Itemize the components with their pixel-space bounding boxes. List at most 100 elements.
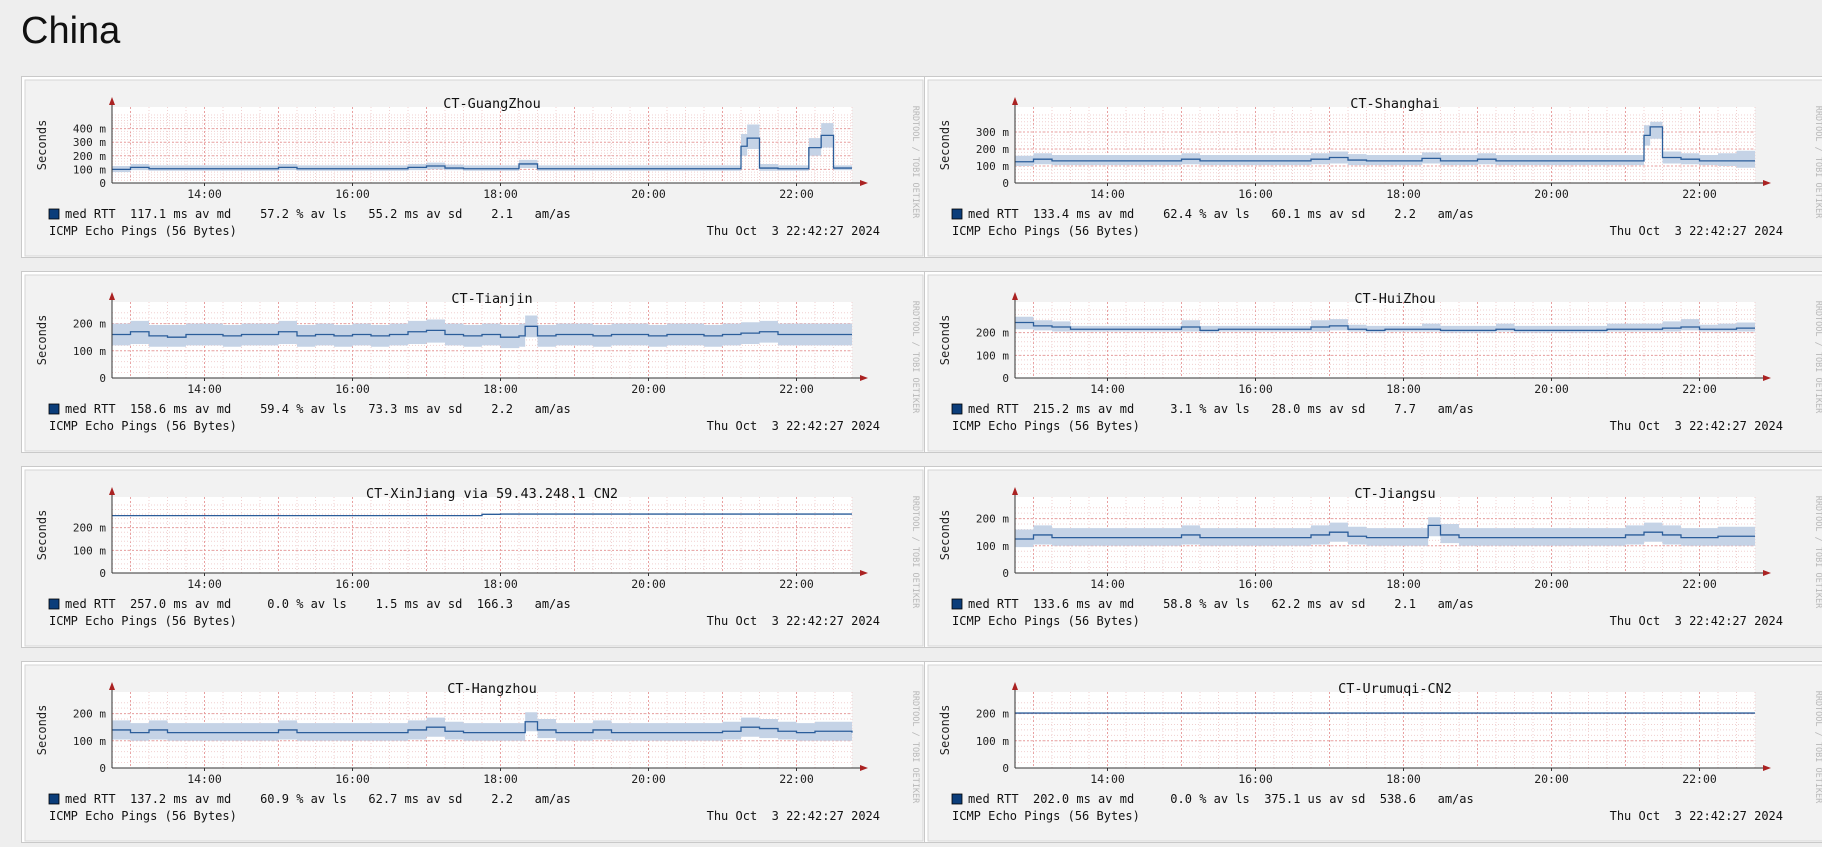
y-axis-arrow	[109, 292, 115, 300]
footer-description: ICMP Echo Pings (56 Bytes)	[49, 224, 237, 238]
legend-stats: med RTT 137.2 ms av md 60.9 % av ls 62.7…	[65, 792, 571, 806]
rrdtool-credit: RRDTOOL / TOBI OETIKER	[910, 106, 920, 219]
y-tick-label: 200 m	[976, 513, 1009, 526]
rtt-spread-band	[112, 712, 852, 741]
footer-timestamp: Thu Oct 3 22:42:27 2024	[1610, 809, 1783, 823]
median-rtt-line	[112, 134, 852, 171]
x-tick-label: 22:00	[779, 577, 814, 591]
rtt-spread-band	[112, 123, 852, 173]
ping-graph: 0 100 m 200 m 14:00 16:00 18:00 20:00 22:00 CT-J…	[927, 469, 1822, 647]
graph-title: CT-Jiangsu	[1354, 486, 1435, 502]
x-tick-label: 20:00	[1534, 577, 1569, 591]
legend-swatch	[951, 403, 963, 415]
footer-description: ICMP Echo Pings (56 Bytes)	[49, 419, 237, 433]
ping-graph: 0 100 m 200 m 300 m 14:00 16:00 18:00 20:00 22:0…	[927, 79, 1822, 257]
x-tick-label: 18:00	[1386, 577, 1421, 591]
rrdtool-credit: RRDTOOL / TOBI OETIKER	[1813, 691, 1822, 804]
footer-timestamp: Thu Oct 3 22:42:27 2024	[707, 614, 880, 628]
footer-timestamp: Thu Oct 3 22:42:27 2024	[707, 419, 880, 433]
x-tick-label: 18:00	[483, 772, 518, 786]
legend-stats: med RTT 133.6 ms av md 58.8 % av ls 62.2…	[968, 597, 1474, 611]
footer-timestamp: Thu Oct 3 22:42:27 2024	[707, 224, 880, 238]
footer-timestamp: Thu Oct 3 22:42:27 2024	[707, 809, 880, 823]
legend-stats: med RTT 202.0 ms av md 0.0 % av ls 375.1…	[968, 792, 1474, 806]
legend-stats: med RTT 158.6 ms av md 59.4 % av ls 73.3…	[65, 402, 571, 416]
x-axis-arrow	[1763, 765, 1771, 771]
x-tick-label: 16:00	[335, 577, 370, 591]
x-tick-label: 16:00	[335, 187, 370, 201]
median-rtt-line	[112, 721, 853, 734]
x-tick-label: 14:00	[1090, 577, 1125, 591]
y-axis-label: Seconds	[35, 705, 49, 756]
x-tick-label: 16:00	[1238, 187, 1273, 201]
y-axis-arrow	[1012, 487, 1018, 495]
x-tick-label: 18:00	[1386, 382, 1421, 396]
y-tick-label: 200 m	[976, 327, 1009, 340]
x-axis-arrow	[1763, 570, 1771, 576]
legend-swatch	[48, 208, 60, 220]
x-tick-label: 22:00	[1682, 577, 1717, 591]
x-tick-label: 16:00	[335, 382, 370, 396]
median-rtt-line	[112, 325, 852, 338]
graph-title: CT-GuangZhou	[443, 96, 541, 112]
y-axis-label: Seconds	[938, 120, 952, 171]
graph-card: 0 100 m 200 m 14:00 16:00 18:00 20:00 22:00 CT-U…	[924, 661, 1822, 843]
y-tick-label: 100 m	[976, 349, 1009, 362]
graph-card: 0 100 m 200 m 14:00 16:00 18:00 20:00 22:00 CT-H…	[924, 271, 1822, 453]
x-tick-label: 16:00	[1238, 577, 1273, 591]
y-tick-label: 0	[99, 177, 106, 190]
y-tick-label: 0	[1002, 762, 1009, 775]
graph-card: 0 100 m 200 m 14:00 16:00 18:00 20:00 22:00 CT-H…	[21, 661, 925, 843]
legend-swatch	[951, 208, 963, 220]
y-tick-label: 200 m	[976, 708, 1009, 721]
graph-card: 0 100 m 200 m 14:00 16:00 18:00 20:00 22:00 CT-J…	[924, 466, 1822, 648]
median-rtt-line	[112, 513, 852, 517]
rtt-spread-band	[1015, 517, 1755, 548]
y-tick-label: 0	[99, 372, 106, 385]
x-tick-label: 14:00	[1090, 187, 1125, 201]
y-tick-label: 0	[99, 762, 106, 775]
legend-swatch	[48, 598, 60, 610]
legend-stats: med RTT 215.2 ms av md 3.1 % av ls 28.0 …	[968, 402, 1474, 416]
ping-graph: 0 100 m 200 m 14:00 16:00 18:00 20:00 22:00 CT-H…	[24, 664, 924, 842]
y-axis-label: Seconds	[938, 315, 952, 366]
median-rtt-line	[1015, 524, 1755, 540]
graph-card: 0 100 m 200 m 300 m 14:00 16:00 18:00 20:00 22:0…	[924, 76, 1822, 258]
x-axis-arrow	[860, 375, 868, 381]
x-tick-label: 14:00	[187, 772, 222, 786]
y-axis-label: Seconds	[938, 510, 952, 561]
y-tick-label: 200 m	[73, 150, 106, 163]
y-tick-label: 100 m	[73, 544, 106, 557]
ping-graph: 0 100 m 200 m 14:00 16:00 18:00 20:00 22:00 CT-H…	[927, 274, 1822, 452]
rtt-spread-band	[112, 315, 852, 349]
ping-graph: 0 100 m 200 m 14:00 16:00 18:00 20:00 22:00 CT-U…	[927, 664, 1822, 842]
ping-graph: 0 100 m 200 m 14:00 16:00 18:00 20:00 22:00 CT-T…	[24, 274, 924, 452]
x-tick-label: 22:00	[1682, 187, 1717, 201]
x-axis-arrow	[860, 765, 868, 771]
x-tick-label: 20:00	[1534, 187, 1569, 201]
rrdtool-credit: RRDTOOL / TOBI OETIKER	[910, 691, 920, 804]
graph-card: 0 100 m 200 m 14:00 16:00 18:00 20:00 22:00 CT-T…	[21, 271, 925, 453]
x-tick-label: 16:00	[335, 772, 370, 786]
legend-swatch	[951, 598, 963, 610]
y-axis-arrow	[1012, 292, 1018, 300]
x-tick-label: 22:00	[1682, 382, 1717, 396]
x-tick-label: 20:00	[1534, 382, 1569, 396]
legend-stats: med RTT 133.4 ms av md 62.4 % av ls 60.1…	[968, 207, 1474, 221]
graph-title: CT-Tianjin	[451, 291, 532, 307]
x-tick-label: 20:00	[631, 577, 666, 591]
y-axis-label: Seconds	[35, 315, 49, 366]
x-tick-label: 20:00	[631, 187, 666, 201]
y-tick-label: 100 m	[73, 163, 106, 176]
graph-card: 0 100 m 200 m 14:00 16:00 18:00 20:00 22:00 CT-X…	[21, 466, 925, 648]
x-axis-arrow	[860, 180, 868, 186]
x-tick-label: 14:00	[1090, 382, 1125, 396]
plot-area	[112, 497, 852, 573]
x-tick-label: 18:00	[483, 577, 518, 591]
y-tick-label: 300 m	[976, 126, 1009, 139]
plot-area	[1015, 302, 1755, 378]
y-tick-label: 0	[99, 567, 106, 580]
y-tick-label: 200 m	[73, 522, 106, 535]
graph-title: CT-Urumuqi-CN2	[1338, 681, 1452, 697]
y-tick-label: 0	[1002, 177, 1009, 190]
